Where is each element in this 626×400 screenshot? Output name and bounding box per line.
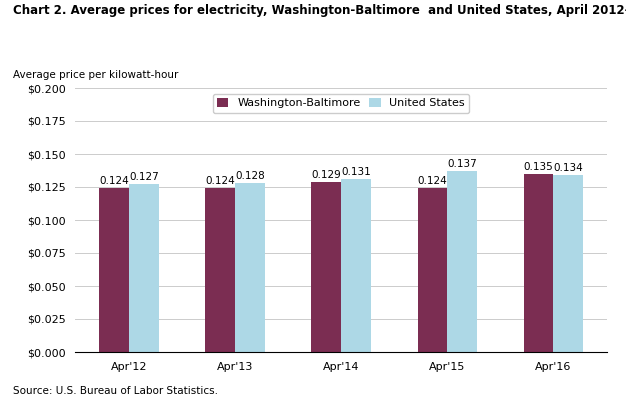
Bar	[312, 182, 341, 352]
Bar	[553, 175, 583, 352]
Bar	[205, 188, 235, 352]
Text: 0.124: 0.124	[100, 176, 129, 186]
Text: 0.135: 0.135	[523, 162, 553, 172]
Bar	[100, 188, 129, 352]
Legend: Washington-Baltimore, United States: Washington-Baltimore, United States	[213, 94, 470, 113]
Bar	[523, 174, 553, 352]
Text: 0.128: 0.128	[235, 171, 265, 181]
Bar	[418, 188, 447, 352]
Bar	[129, 184, 159, 352]
Text: 0.137: 0.137	[447, 159, 477, 169]
Text: 0.124: 0.124	[205, 176, 235, 186]
Bar	[341, 179, 371, 352]
Text: Average price per kilowatt-hour: Average price per kilowatt-hour	[13, 70, 178, 80]
Text: 0.129: 0.129	[312, 170, 341, 180]
Text: 0.127: 0.127	[129, 172, 159, 182]
Text: 0.124: 0.124	[418, 176, 447, 186]
Text: 0.134: 0.134	[553, 163, 583, 173]
Text: 0.131: 0.131	[341, 167, 371, 177]
Bar	[447, 171, 477, 352]
Bar	[235, 183, 265, 352]
Text: Source: U.S. Bureau of Labor Statistics.: Source: U.S. Bureau of Labor Statistics.	[13, 386, 217, 396]
Text: Chart 2. Average prices for electricity, Washington-Baltimore  and United States: Chart 2. Average prices for electricity,…	[13, 4, 626, 17]
